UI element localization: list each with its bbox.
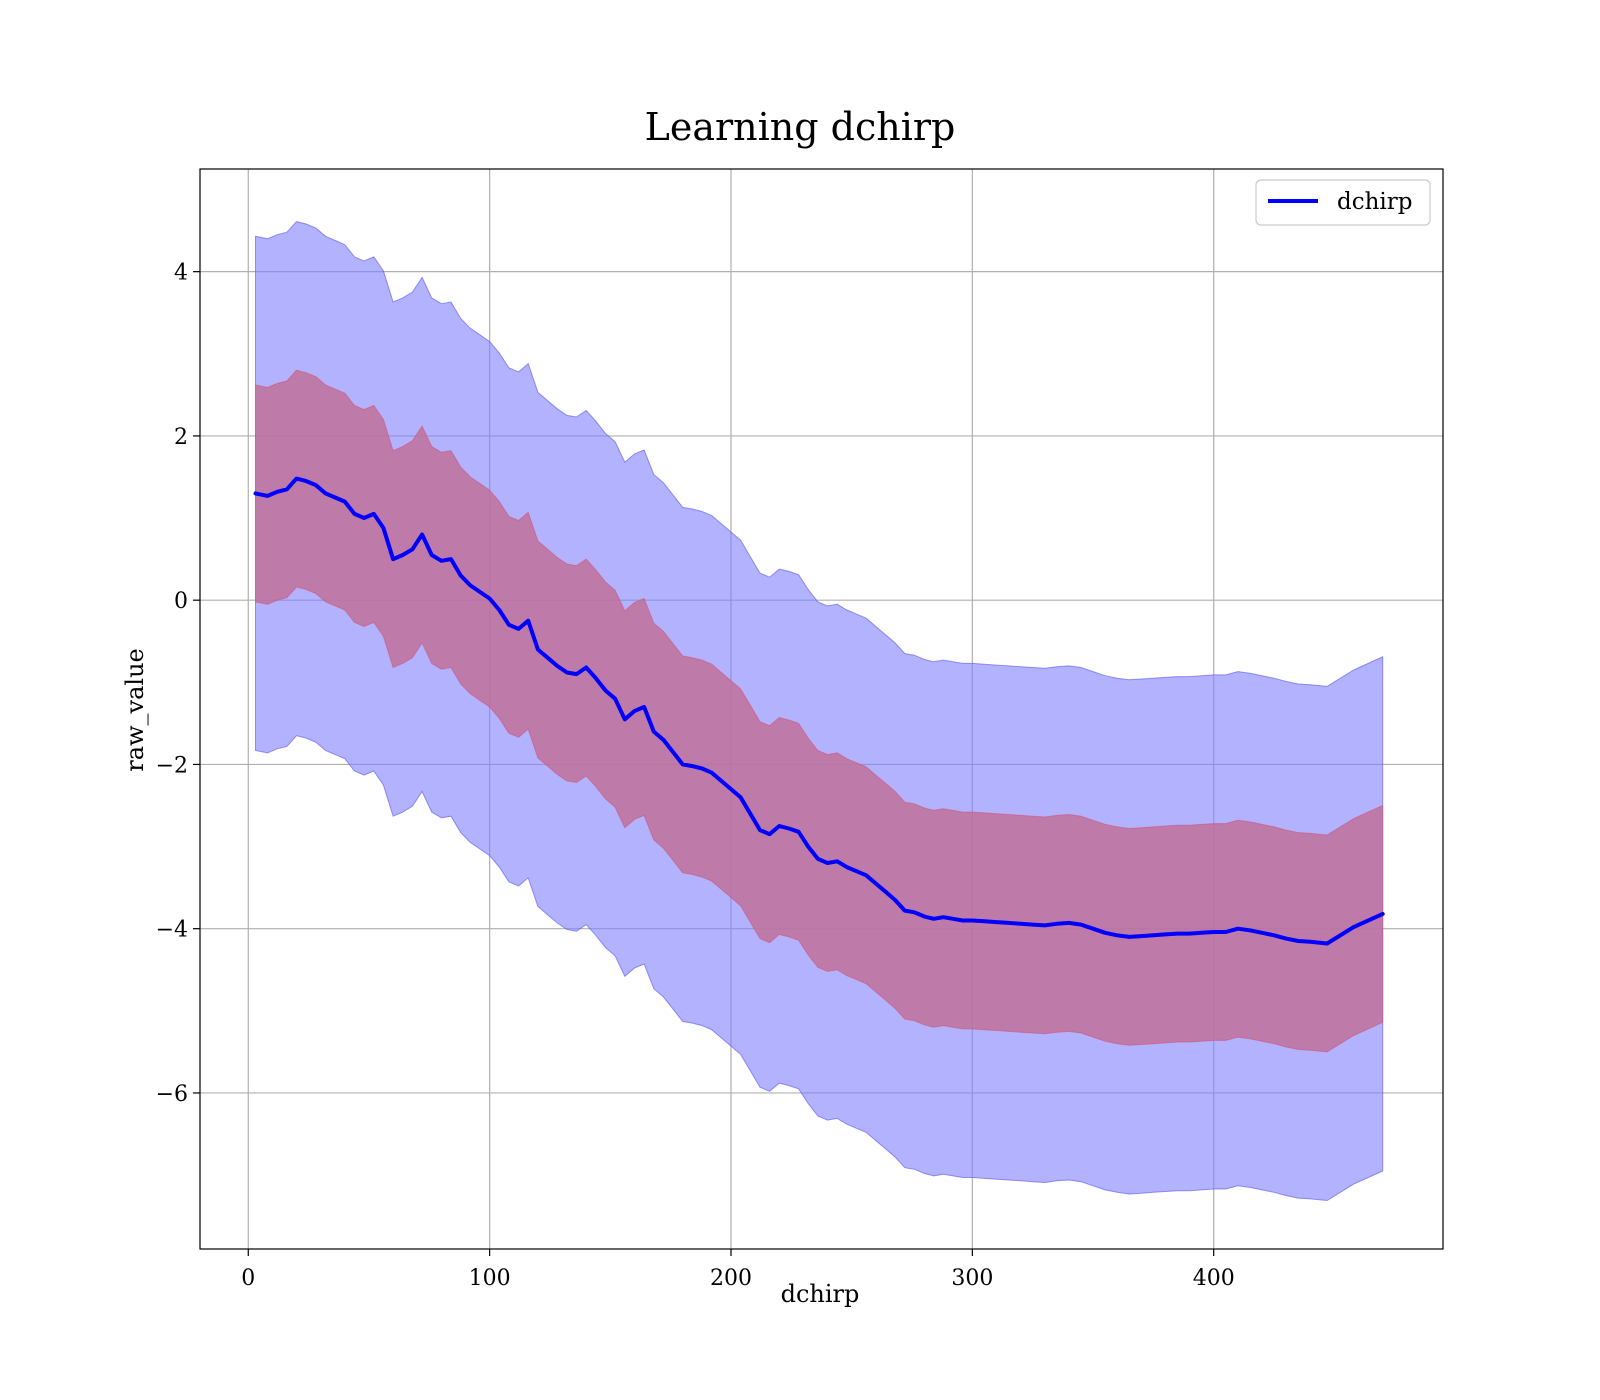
y-tick-label: 4 [174,261,188,286]
y-tick-label: −4 [156,918,188,943]
x-axis-label: dchirp [781,1280,860,1308]
y-tick-label: −2 [156,753,188,778]
plot-frame [199,168,1444,1250]
legend-box [1255,179,1431,226]
x-tick-label: 0 [241,1266,255,1291]
y-tick-label: 0 [174,589,188,614]
x-tick-label: 300 [951,1266,993,1291]
legend-label: dchirp [1337,189,1413,215]
series-line-dchirp [253,476,1385,946]
x-axis-ticks: 0 100 200 300 400 [241,1249,1235,1291]
chart-title: Learning dchirp [645,105,956,149]
y-axis-ticks: 4 2 0 −2 −4 −6 [156,261,200,1107]
y-axis-label: raw_value [121,648,149,772]
confidence-bands [255,221,1384,1202]
inner-band [255,369,1384,1053]
series-lines [253,476,1385,946]
y-tick-label: 2 [174,425,188,450]
x-tick-label: 100 [469,1266,511,1291]
legend: dchirp [1255,179,1431,226]
x-tick-label: 200 [710,1266,752,1291]
x-tick-label: 400 [1193,1266,1235,1291]
y-tick-label: −6 [156,1082,188,1107]
